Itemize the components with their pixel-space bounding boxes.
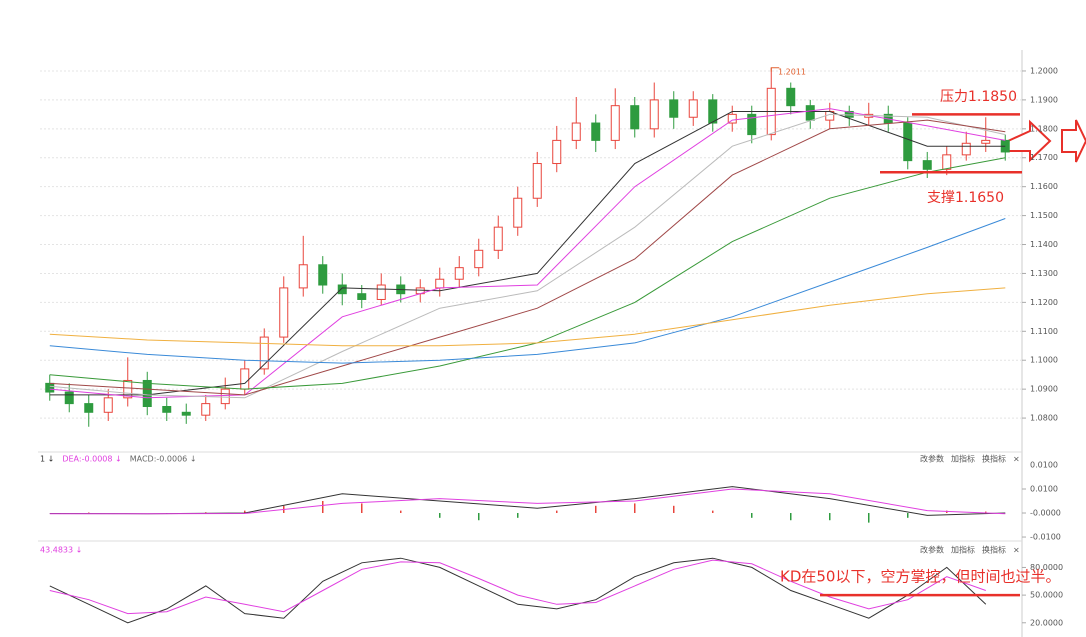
candle-body — [786, 87, 796, 107]
peak-label: 1.2011 — [778, 68, 806, 77]
annotation-text: 压力1.1850 — [940, 89, 1017, 105]
candle-body — [220, 388, 230, 405]
y-tick-label: -0.0100 — [1030, 533, 1061, 542]
candle-body — [571, 122, 581, 141]
indicator-header: MACD:-0.0006 ↓ — [130, 455, 197, 464]
candle-body — [532, 163, 542, 199]
y-tick-label: 1.1000 — [1030, 356, 1058, 365]
y-tick-label: 1.1600 — [1030, 182, 1058, 191]
candle-body — [162, 406, 172, 413]
candle-body — [961, 142, 971, 156]
candle-body — [201, 403, 211, 416]
candle-body — [649, 99, 659, 130]
candle-body — [630, 105, 640, 130]
candle-body — [552, 139, 562, 165]
candle-body — [903, 122, 913, 162]
candle-body — [805, 105, 815, 121]
candle-body — [727, 113, 737, 124]
candle-body — [64, 391, 74, 405]
y-tick-label: 20.0000 — [1030, 618, 1063, 627]
close-button[interactable]: × — [1013, 546, 1020, 555]
y-tick-label: 1.1800 — [1030, 124, 1058, 133]
toolbar-button[interactable]: 换指标 — [982, 545, 1006, 555]
candle-body — [123, 379, 133, 399]
indicator-header: DEA:-0.0008 ↓ — [62, 455, 121, 464]
candle-body — [142, 379, 152, 408]
peak-marker — [770, 67, 780, 72]
indicator-header: 43.4833 ↓ — [40, 546, 82, 555]
indicator-line — [49, 488, 1006, 515]
indicator-line — [49, 108, 1006, 399]
y-tick-label: 0.0100 — [1030, 461, 1058, 470]
y-tick-label: 1.1200 — [1030, 298, 1058, 307]
candle-body — [688, 99, 698, 118]
candle-body — [279, 287, 289, 338]
y-tick-label: 1.1100 — [1030, 327, 1058, 336]
toolbar-button[interactable]: 改参数 — [920, 454, 944, 464]
indicator-line — [49, 119, 1006, 396]
toolbar-button[interactable]: 加指标 — [951, 454, 975, 464]
annotation-text: KD在50以下，空方掌控，但时间也过半。 — [780, 568, 1060, 586]
y-tick-label: 1.1500 — [1030, 211, 1058, 220]
candle-body — [942, 154, 952, 170]
y-tick-label: 0.0100 — [1030, 484, 1058, 493]
candle-body — [708, 99, 718, 124]
candle-body — [454, 267, 464, 280]
arrow-icon — [1061, 119, 1086, 163]
indicator-line — [49, 287, 1006, 347]
candle-body — [357, 293, 367, 300]
candle-body — [298, 264, 308, 289]
indicator-line — [49, 113, 1006, 399]
candle-body — [669, 99, 679, 118]
candle-body — [181, 411, 191, 416]
y-tick-label: 80.0000 — [1030, 563, 1063, 572]
y-tick-label: -0.0000 — [1030, 509, 1061, 518]
candle-body — [474, 249, 484, 269]
indicator-line — [49, 559, 986, 615]
candle-body — [513, 197, 523, 228]
candle-body — [84, 403, 94, 413]
annotation-text: 支撑1.1650 — [927, 190, 1004, 206]
candle-body — [337, 284, 347, 295]
candle-body — [259, 336, 269, 370]
close-button[interactable]: × — [1013, 455, 1020, 464]
candle-body — [376, 284, 386, 300]
y-tick-label: 1.1300 — [1030, 269, 1058, 278]
candle-body — [922, 160, 932, 170]
candle-body — [493, 226, 503, 251]
toolbar-button[interactable]: 改参数 — [920, 545, 944, 555]
y-tick-label: 50.0000 — [1030, 591, 1063, 600]
indicator-line — [49, 557, 987, 624]
toolbar-button[interactable]: 换指标 — [982, 454, 1006, 464]
indicator-header: 1 ↓ — [40, 455, 54, 464]
candle-body — [45, 382, 55, 393]
candle-body — [240, 368, 250, 390]
indicator-line — [49, 218, 1006, 364]
candle-body — [318, 264, 328, 286]
candle-body — [610, 105, 620, 141]
toolbar-button[interactable]: 加指标 — [951, 545, 975, 555]
candle-body — [103, 397, 113, 413]
y-tick-label: 1.0800 — [1030, 414, 1058, 423]
candle-body — [747, 113, 757, 136]
candle-body — [435, 278, 445, 289]
y-tick-label: 1.1400 — [1030, 240, 1058, 249]
candle-body — [981, 139, 991, 144]
y-tick-label: 1.1700 — [1030, 153, 1058, 162]
y-tick-label: 1.0900 — [1030, 385, 1058, 394]
candle-body — [591, 122, 601, 141]
y-tick-label: 1.2000 — [1030, 66, 1058, 75]
y-tick-label: 1.1900 — [1030, 95, 1058, 104]
arrow-icon — [1007, 119, 1052, 163]
